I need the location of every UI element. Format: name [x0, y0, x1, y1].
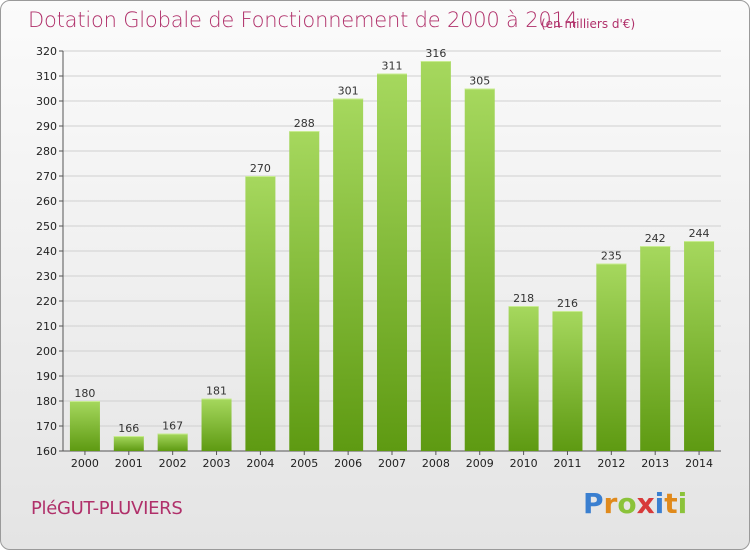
- proxiti-logo[interactable]: Proxiti: [583, 487, 687, 520]
- value-label-2011: 216: [557, 297, 578, 310]
- bar-2007: [377, 73, 407, 451]
- value-label-2006: 301: [338, 85, 359, 98]
- bar-2001: [113, 436, 144, 451]
- bar-2005: [289, 131, 320, 451]
- x-tick-label-2013: 2013: [641, 457, 669, 470]
- x-tick-label-2002: 2002: [159, 457, 187, 470]
- value-label-2003: 181: [206, 385, 227, 398]
- y-tick-label: 320: [36, 45, 57, 58]
- y-tick-label: 180: [36, 395, 57, 408]
- y-tick-label: 220: [36, 295, 57, 308]
- x-tick-label-2001: 2001: [115, 457, 143, 470]
- value-label-2012: 235: [601, 250, 622, 263]
- value-label-2004: 270: [250, 162, 271, 175]
- logo-letter: r: [603, 487, 618, 520]
- x-tick-label-2007: 2007: [378, 457, 406, 470]
- value-label-2007: 311: [382, 60, 403, 73]
- bar-2012: [596, 263, 627, 451]
- y-tick-label: 310: [36, 70, 57, 83]
- value-label-2013: 242: [645, 232, 666, 245]
- logo-letter: t: [664, 487, 678, 520]
- x-tick-label-2012: 2012: [597, 457, 625, 470]
- x-tick-label-2010: 2010: [510, 457, 538, 470]
- x-tick-label-2003: 2003: [203, 457, 231, 470]
- x-tick-label-2014: 2014: [685, 457, 713, 470]
- y-tick-label: 190: [36, 370, 57, 383]
- y-tick-label: 160: [36, 445, 57, 458]
- y-tick-label: 270: [36, 170, 57, 183]
- y-tick-label: 300: [36, 95, 57, 108]
- chart-unit: (en milliers d'€): [541, 17, 636, 31]
- bar-2002: [157, 433, 188, 451]
- value-label-2005: 288: [294, 117, 315, 130]
- logo-letter: P: [583, 487, 604, 520]
- x-tick-label-2004: 2004: [246, 457, 274, 470]
- x-tick-label-2009: 2009: [466, 457, 494, 470]
- x-tick-label-2008: 2008: [422, 457, 450, 470]
- y-tick-label: 240: [36, 245, 57, 258]
- logo-letter: o: [617, 487, 637, 520]
- y-tick-label: 200: [36, 345, 57, 358]
- x-tick-label-2006: 2006: [334, 457, 362, 470]
- value-label-2002: 167: [162, 420, 183, 433]
- value-label-2008: 316: [425, 47, 446, 60]
- bar-2000: [69, 401, 100, 451]
- bar-2009: [464, 88, 495, 451]
- y-tick-label: 260: [36, 195, 57, 208]
- y-tick-label: 280: [36, 145, 57, 158]
- y-tick-label: 210: [36, 320, 57, 333]
- x-tick-label-2005: 2005: [290, 457, 318, 470]
- logo-letter: i: [654, 487, 665, 520]
- commune-name: PléGUT-PLUVIERS: [31, 498, 183, 519]
- bar-2010: [508, 306, 539, 451]
- value-label-2009: 305: [469, 75, 490, 88]
- value-label-2014: 244: [689, 227, 710, 240]
- y-tick-label: 170: [36, 420, 57, 433]
- y-tick-label: 250: [36, 220, 57, 233]
- bar-2014: [684, 241, 715, 451]
- bar-2004: [245, 176, 276, 451]
- value-label-2010: 218: [513, 292, 534, 305]
- bar-2011: [552, 311, 583, 451]
- bar-2003: [201, 398, 232, 451]
- y-tick-label: 290: [36, 120, 57, 133]
- value-label-2001: 166: [118, 422, 139, 435]
- logo-letter: x: [636, 487, 655, 520]
- bar-2013: [640, 246, 671, 451]
- chart-title: Dotation Globale de Fonctionnement de 20…: [28, 8, 578, 32]
- bar-2008: [420, 61, 451, 451]
- x-tick-label-2011: 2011: [553, 457, 581, 470]
- y-tick-label: 230: [36, 270, 57, 283]
- value-label-2000: 180: [74, 387, 95, 400]
- logo-letter: i: [677, 487, 688, 520]
- bar-2006: [333, 98, 364, 451]
- x-tick-label-2000: 2000: [71, 457, 99, 470]
